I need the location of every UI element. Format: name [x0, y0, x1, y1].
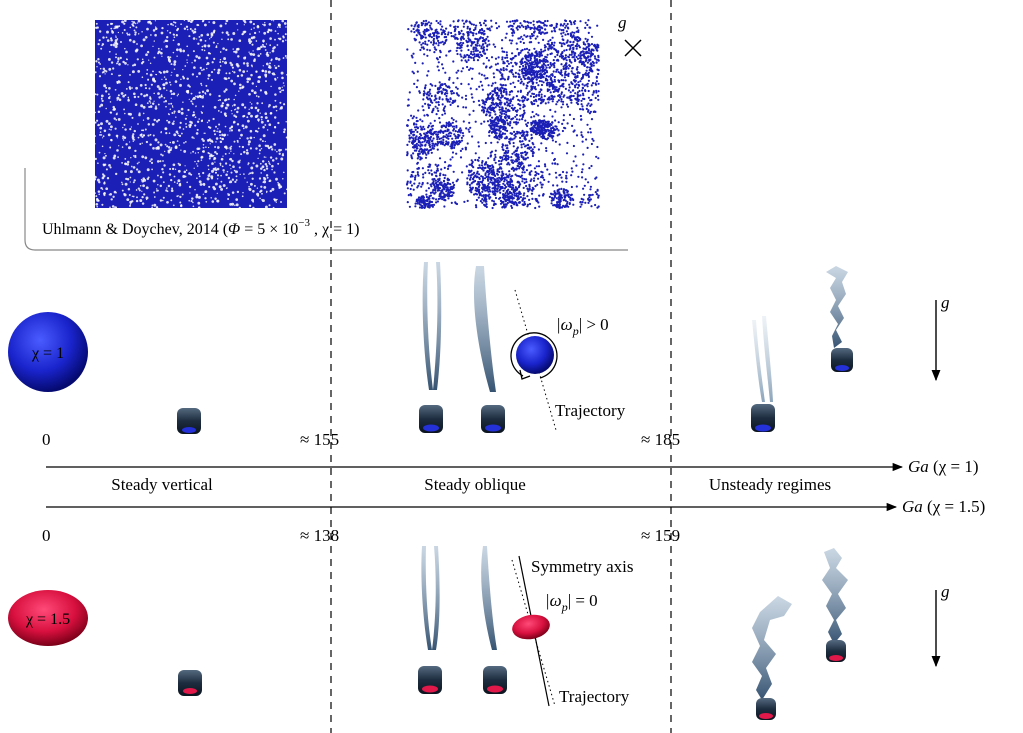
citation-bracket	[24, 168, 628, 251]
threshold-chi1-zero: 0	[42, 430, 51, 449]
wake-chi15-vertical	[178, 670, 202, 696]
gravity-label-chi15: g	[941, 582, 950, 601]
tilted-spheroid	[512, 614, 550, 640]
wake-chi15-unsteady-left	[752, 596, 792, 720]
wake-chi15-unsteady-right	[822, 548, 848, 662]
ga-axis-label-chi15: Ga (χ = 1.5)	[902, 497, 985, 516]
omega-zero-label: |ωp| = 0	[545, 591, 598, 614]
symmetry-axis-label: Symmetry axis	[531, 557, 633, 576]
regime-steady-vertical: Steady vertical	[111, 475, 213, 494]
wake-chi15-oblique-double	[418, 546, 442, 694]
suspension-panel-uniform	[93, 18, 288, 210]
threshold-chi15-second: ≈ 159	[641, 526, 680, 545]
threshold-chi1-first: ≈ 155	[300, 430, 339, 449]
regime-steady-oblique: Steady oblique	[424, 475, 526, 494]
sphere-particle: χ = 1	[8, 312, 88, 392]
gravity-into-page-icon	[624, 39, 642, 57]
trajectory-label-chi15: Trajectory	[559, 687, 630, 706]
threshold-chi15-zero: 0	[42, 526, 51, 545]
omega-nonzero-label: |ωp| > 0	[556, 315, 609, 338]
suspension-panel-clustered	[405, 19, 600, 210]
threshold-chi1-second: ≈ 185	[641, 430, 680, 449]
rotating-sphere	[510, 332, 558, 380]
wake-chi1-vertical	[177, 408, 201, 434]
wake-chi1-unsteady-faint	[751, 316, 775, 432]
gravity-label-top: g	[618, 13, 627, 32]
wake-chi1-unsteady-meander	[826, 266, 853, 372]
threshold-chi15-first: ≈ 138	[300, 526, 339, 545]
wake-chi1-oblique-double	[419, 262, 443, 433]
wake-chi1-oblique-single	[473, 266, 505, 433]
wake-chi15-oblique-single	[481, 546, 507, 694]
regime-unsteady: Unsteady regimes	[709, 475, 831, 494]
citation-text: Uhlmann & Doychev, 2014 (Φ = 5 × 10−3 , …	[42, 217, 359, 238]
ga-axis-label-chi1: Ga (χ = 1)	[908, 457, 979, 476]
trajectory-label-chi1: Trajectory	[555, 401, 626, 420]
gravity-label-chi1: g	[941, 293, 950, 312]
spheroid-particle: χ = 1.5	[8, 590, 88, 646]
trajectory-line-chi15	[511, 559, 556, 707]
